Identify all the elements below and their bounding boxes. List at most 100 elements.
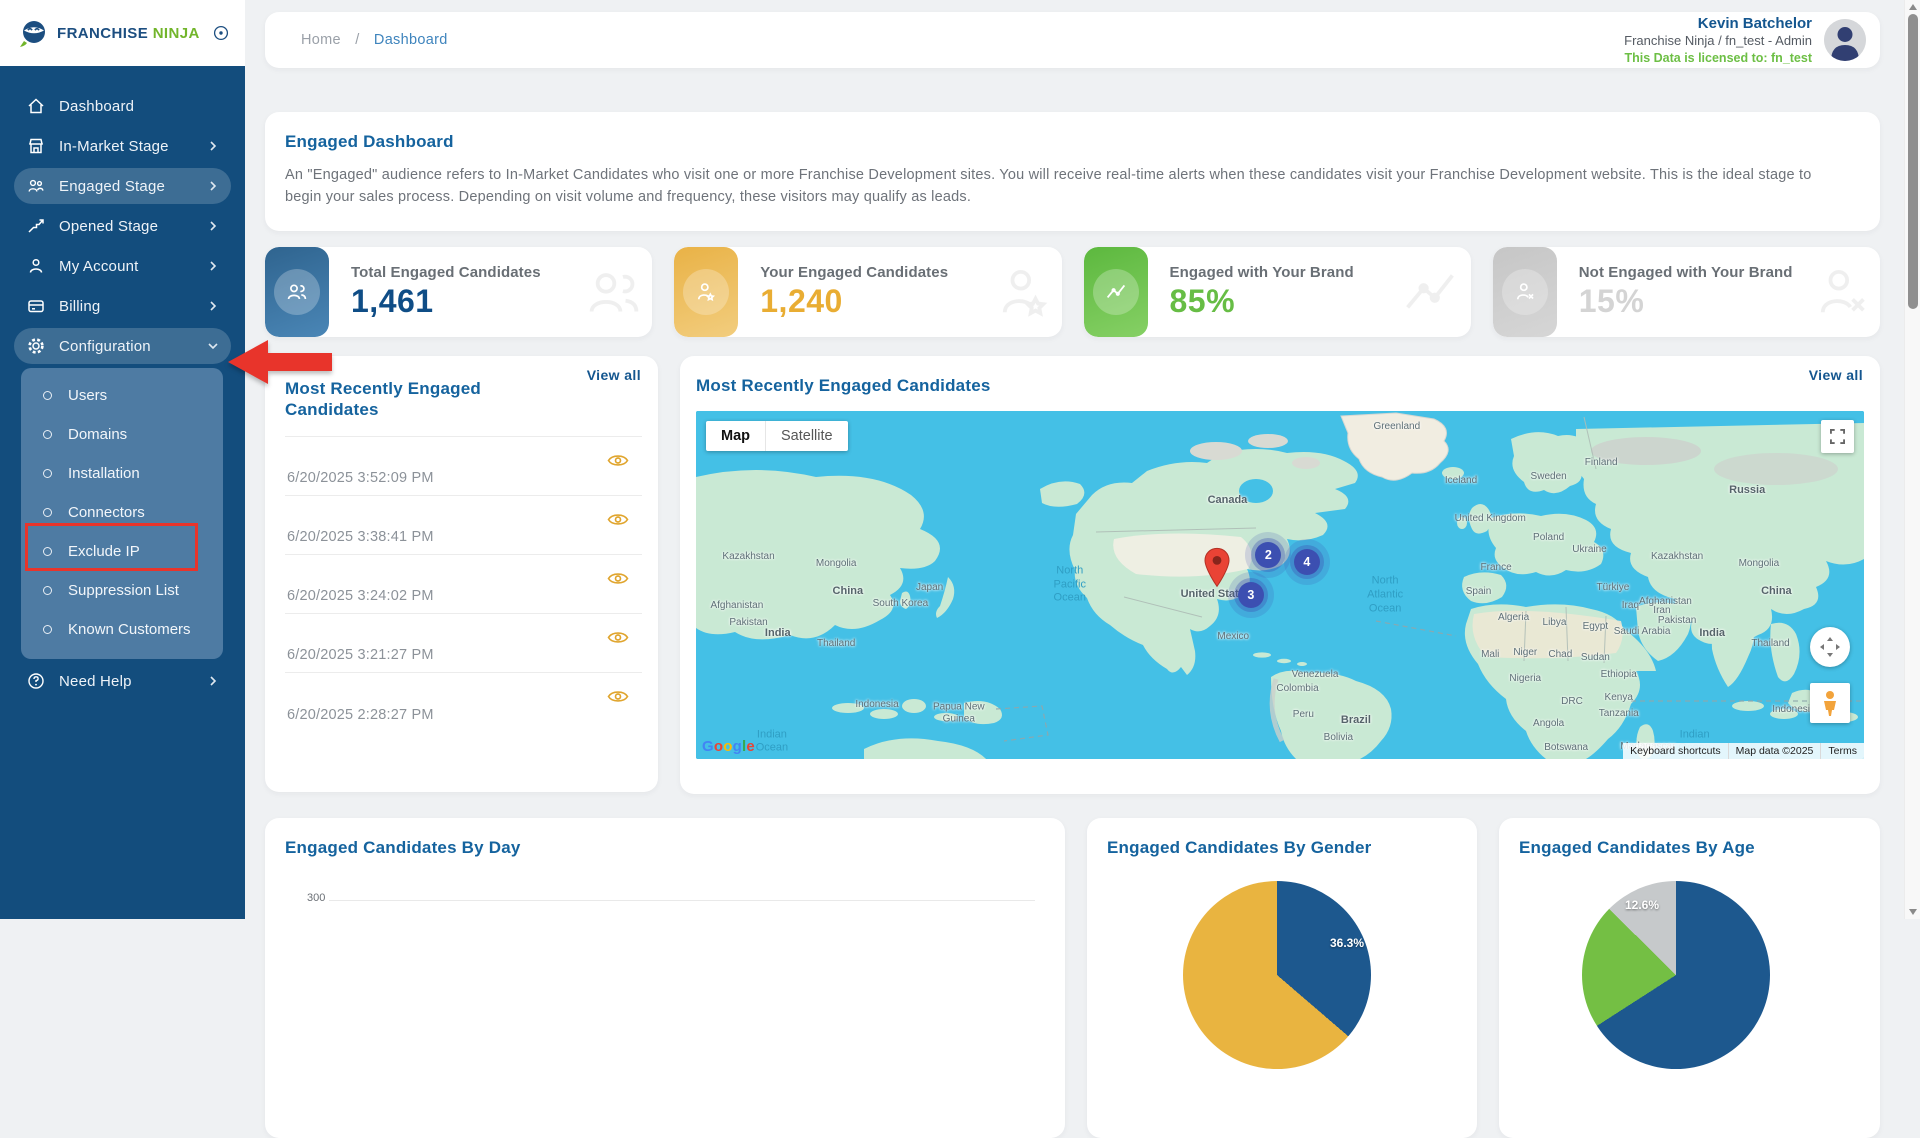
map-view-all-link[interactable]: View all xyxy=(1809,367,1863,383)
recent-view-all-link[interactable]: View all xyxy=(587,367,641,383)
map-label: Angola xyxy=(1533,718,1564,731)
sidebar-item-my-account[interactable]: My Account xyxy=(14,248,231,284)
sidebar-item-configuration[interactable]: Configuration xyxy=(14,328,231,364)
chevron-right-icon xyxy=(207,260,219,272)
map-fullscreen-button[interactable] xyxy=(1821,420,1854,453)
map-label: Spain xyxy=(1466,586,1492,599)
map-pin-marker[interactable] xyxy=(1203,547,1230,592)
map-label: Ukraine xyxy=(1572,544,1606,557)
user-name: Kevin Batchelor xyxy=(1624,14,1812,34)
view-candidate-button[interactable] xyxy=(606,510,632,530)
sidebar-item-need-help[interactable]: Need Help xyxy=(14,663,231,699)
google-logo[interactable]: Google xyxy=(702,738,755,755)
map-label: North Pacific Ocean xyxy=(1054,564,1086,605)
sidebar-collapse-toggle-icon[interactable] xyxy=(213,25,229,41)
map-label: Poland xyxy=(1533,532,1564,545)
list-item: 6/20/2025 3:24:02 PM xyxy=(285,555,642,614)
age-pie-chart[interactable] xyxy=(1582,881,1770,1069)
bullet-icon xyxy=(43,469,52,478)
y-axis-tick-300: 300 xyxy=(307,892,325,904)
sidebar-item-opened-stage[interactable]: Opened Stage xyxy=(14,208,231,244)
person-star-ghost-icon xyxy=(992,261,1056,325)
map-label: Egypt xyxy=(1583,620,1609,633)
page-scrollbar[interactable] xyxy=(1904,0,1920,919)
map-label: Mongolia xyxy=(816,558,857,571)
submenu-item-domains[interactable]: Domains xyxy=(21,415,223,454)
map-cluster-marker[interactable]: 3 xyxy=(1228,572,1274,618)
view-candidate-button[interactable] xyxy=(606,687,632,707)
brand-name: FRANCHISE NINJA xyxy=(57,25,213,42)
map-label: Sudan xyxy=(1581,652,1610,665)
map-type-map-button[interactable]: Map xyxy=(706,421,765,451)
list-item: 6/20/2025 3:21:27 PM xyxy=(285,614,642,673)
submenu-item-connectors[interactable]: Connectors xyxy=(21,493,223,532)
map-overlay-layer: GreenlandIcelandSwedenFinlandRussiaUnite… xyxy=(696,411,1864,759)
person-star-icon xyxy=(694,280,718,304)
scrollbar-down-arrow[interactable] xyxy=(1905,905,1920,919)
eye-icon xyxy=(606,451,630,470)
map-label: North Atlantic Ocean xyxy=(1367,575,1403,616)
map-label: United Kingdom xyxy=(1455,513,1526,526)
stat-label: Your Engaged Candidates xyxy=(760,264,948,281)
map-label: Tanzania xyxy=(1599,707,1639,720)
person-icon xyxy=(26,256,46,276)
map-label: Algeria xyxy=(1498,612,1529,625)
sidebar-item-in-market-stage[interactable]: In-Market Stage xyxy=(14,128,231,164)
sidebar-logo-bar: FRANCHISE NINJA xyxy=(0,0,245,66)
chart-card-by-age: Engaged Candidates By Age 12.6% xyxy=(1499,818,1880,1138)
sidebar-item-dashboard[interactable]: Dashboard xyxy=(14,88,231,124)
terms-link[interactable]: Terms xyxy=(1820,743,1864,759)
map-type-satellite-button[interactable]: Satellite xyxy=(765,421,848,451)
map-label: Peru xyxy=(1293,709,1314,722)
breadcrumb-current[interactable]: Dashboard xyxy=(374,32,448,48)
street-view-pegman-button[interactable] xyxy=(1810,683,1850,723)
view-candidate-button[interactable] xyxy=(606,569,632,589)
map-cluster-marker[interactable]: 4 xyxy=(1284,539,1330,585)
map-label: China xyxy=(1761,585,1792,599)
sidebar-item-billing[interactable]: Billing xyxy=(14,288,231,324)
stat-icon-panel xyxy=(1493,247,1557,337)
map-label: Indonesia xyxy=(855,699,898,712)
chart-title-by-gender: Engaged Candidates By Gender xyxy=(1107,838,1457,858)
submenu-item-exclude-ip[interactable]: Exclude IP xyxy=(21,532,223,571)
recent-candidates-list: 6/20/2025 3:52:09 PM 6/20/2025 3:38:41 P… xyxy=(285,436,642,732)
map-pan-control[interactable] xyxy=(1810,627,1850,667)
bullet-icon xyxy=(43,391,52,400)
chevron-down-icon xyxy=(207,340,219,352)
map-label: Sweden xyxy=(1531,471,1567,484)
keyboard-shortcuts-link[interactable]: Keyboard shortcuts xyxy=(1623,743,1727,759)
map-label: India xyxy=(765,627,791,641)
candidate-timestamp: 6/20/2025 3:52:09 PM xyxy=(287,470,434,486)
gender-pie-chart[interactable] xyxy=(1183,881,1371,1069)
stat-label: Total Engaged Candidates xyxy=(351,264,541,281)
submenu-item-label: Connectors xyxy=(68,504,145,521)
stat-card-not-engaged-brand: Not Engaged with Your Brand 15% xyxy=(1493,247,1880,337)
map-label: Nigeria xyxy=(1509,673,1541,686)
chart-card-by-day: Engaged Candidates By Day 300 xyxy=(265,818,1065,1138)
sidebar-item-label: Billing xyxy=(59,298,207,315)
submenu-item-installation[interactable]: Installation xyxy=(21,454,223,493)
chart-title-by-age: Engaged Candidates By Age xyxy=(1519,838,1860,858)
map-label: Colombia xyxy=(1276,683,1318,696)
configuration-submenu: Users Domains Installation Connectors Ex… xyxy=(21,368,223,659)
map-card-title: Most Recently Engaged Candidates xyxy=(696,376,1864,396)
sidebar-item-label: In-Market Stage xyxy=(59,138,207,155)
map-attribution: Keyboard shortcuts Map data ©2025 Terms xyxy=(1623,743,1864,759)
chevron-right-icon xyxy=(207,300,219,312)
scrollbar-thumb[interactable] xyxy=(1908,14,1918,309)
sidebar-item-engaged-stage[interactable]: Engaged Stage xyxy=(14,168,231,204)
map-label: Canada xyxy=(1208,495,1248,509)
view-candidate-button[interactable] xyxy=(606,451,632,471)
view-candidate-button[interactable] xyxy=(606,628,632,648)
map-label: Chad xyxy=(1548,648,1572,661)
submenu-item-users[interactable]: Users xyxy=(21,376,223,415)
google-map[interactable]: GreenlandIcelandSwedenFinlandRussiaUnite… xyxy=(696,411,1864,759)
submenu-item-known-customers[interactable]: Known Customers xyxy=(21,610,223,649)
chart-card-by-gender: Engaged Candidates By Gender 36.3% xyxy=(1087,818,1477,1138)
scrollbar-up-arrow[interactable] xyxy=(1905,0,1920,14)
breadcrumb-home[interactable]: Home xyxy=(301,32,341,48)
submenu-item-suppression-list[interactable]: Suppression List xyxy=(21,571,223,610)
person-x-icon xyxy=(1513,280,1537,304)
sidebar-nav: Dashboard In-Market Stage Engaged Stage … xyxy=(0,66,245,699)
avatar[interactable] xyxy=(1824,19,1866,61)
